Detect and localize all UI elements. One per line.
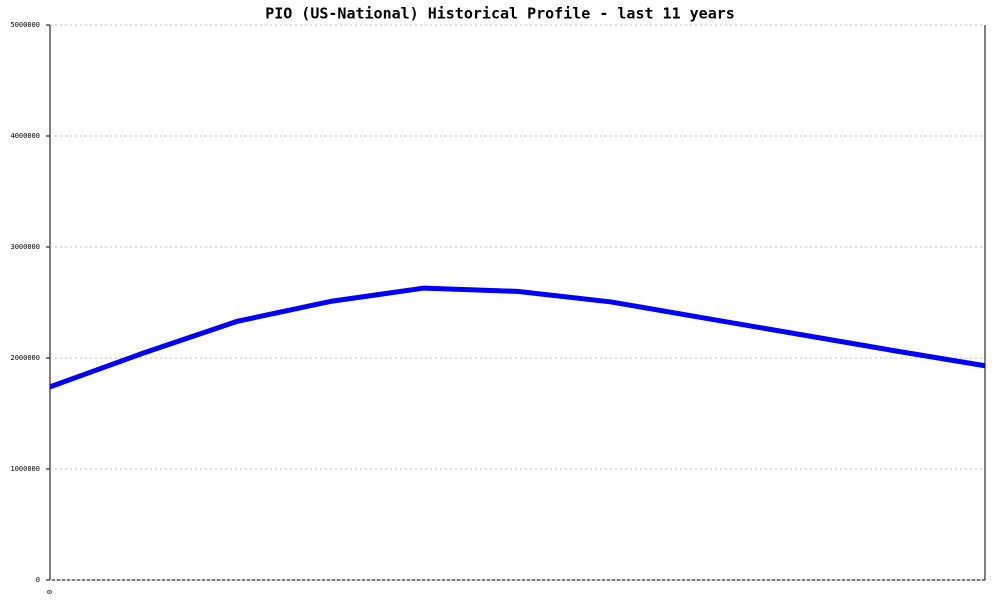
y-tick-label: 3000000 <box>10 243 40 251</box>
y-tick-label: 5000000 <box>10 21 40 29</box>
line-series <box>49 285 986 390</box>
chart-title: PIO (US-National) Historical Profile - l… <box>265 5 735 23</box>
x-tick-label: 0 <box>46 590 54 594</box>
y-tick-label: 4000000 <box>10 132 40 140</box>
y-tick-label: 2000000 <box>10 354 40 362</box>
y-tick-label: 1000000 <box>10 465 40 473</box>
y-tick-label: 0 <box>36 576 40 584</box>
